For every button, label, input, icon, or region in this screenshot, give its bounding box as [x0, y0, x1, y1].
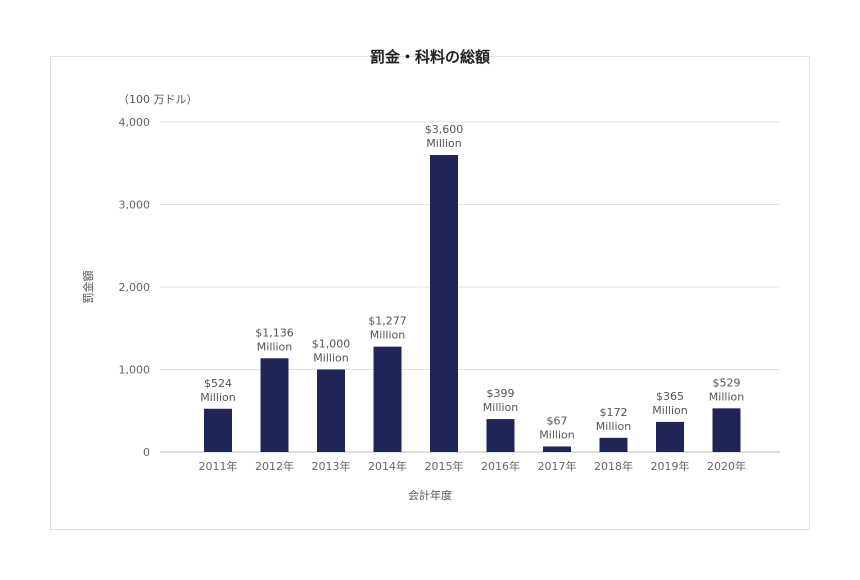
data-label-value: $67 — [547, 414, 568, 427]
data-label-unit: Million — [709, 390, 744, 403]
y-tick-label: 3,000 — [119, 199, 151, 212]
bar — [373, 346, 402, 452]
bar — [317, 369, 345, 452]
x-tick-label: 2015年 — [425, 459, 464, 473]
data-label-unit: Million — [313, 352, 348, 365]
y-axis-label: 罰金額 — [81, 271, 95, 304]
chart-title: 罰金・科料の総額 — [369, 48, 490, 66]
data-label-value: $1,000 — [312, 338, 351, 351]
x-axis-label: 会計年度 — [408, 488, 452, 502]
x-tick-label: 2018年 — [594, 459, 633, 473]
data-label-unit: Million — [483, 401, 518, 414]
x-tick-label: 2014年 — [368, 459, 407, 473]
bar — [260, 358, 289, 452]
data-label-unit: Million — [539, 428, 574, 441]
bar — [543, 446, 571, 452]
data-label-unit: Million — [370, 329, 405, 342]
x-tick-label: 2017年 — [538, 459, 577, 473]
x-tick-label: 2019年 — [651, 459, 690, 473]
data-label-unit: Million — [596, 420, 631, 433]
bar — [486, 419, 515, 452]
data-label-unit: Million — [426, 137, 461, 150]
x-tick-label: 2020年 — [707, 459, 746, 473]
data-label-value: $1,136 — [255, 326, 294, 339]
data-label-unit: Million — [652, 404, 687, 417]
y-tick-label: 4,000 — [119, 116, 151, 129]
data-label-value: $399 — [487, 387, 515, 400]
x-tick-label: 2016年 — [481, 459, 520, 473]
bar — [712, 408, 741, 452]
data-label-value: $172 — [600, 406, 628, 419]
data-label-value: $1,277 — [368, 315, 407, 328]
y-tick-label: 0 — [143, 446, 150, 459]
data-label-unit: Million — [257, 340, 292, 353]
unit-note: （100 万ドル） — [118, 93, 198, 106]
data-label-value: $365 — [656, 390, 684, 403]
y-tick-label: 2,000 — [119, 281, 151, 294]
bar — [430, 155, 458, 452]
x-tick-label: 2011年 — [199, 459, 238, 473]
x-tick-label: 2013年 — [312, 459, 351, 473]
bar — [204, 408, 232, 452]
y-tick-label: 1,000 — [119, 364, 151, 377]
data-label-value: $524 — [204, 377, 232, 390]
data-label-value: $529 — [713, 376, 741, 389]
x-tick-label: 2012年 — [255, 459, 294, 473]
bar — [599, 437, 628, 452]
bar — [656, 421, 684, 452]
data-label-value: $3,600 — [425, 123, 464, 136]
data-label-unit: Million — [200, 391, 235, 404]
